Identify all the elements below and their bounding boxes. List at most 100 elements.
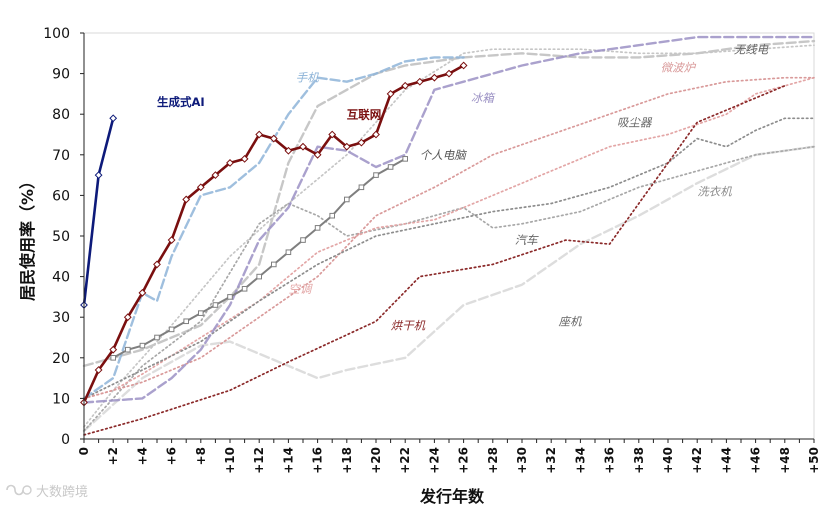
y-tick-label: 60 [52, 188, 70, 204]
series-label-2: 个人电脑 [420, 148, 467, 162]
series-line-7 [83, 76, 815, 400]
watermark-text: 大数跨境 [36, 485, 88, 500]
data-point [123, 313, 132, 322]
data-point [168, 326, 175, 333]
data-point [138, 288, 147, 297]
data-point [183, 318, 189, 325]
x-tick-label: +26 [457, 447, 471, 474]
y-tick-label: 80 [52, 107, 70, 123]
x-tick-label: +44 [719, 447, 733, 474]
x-tick-label: +48 [778, 447, 792, 474]
plot-border [83, 32, 815, 440]
x-tick-label: +10 [223, 447, 237, 474]
y-tick-label: 90 [52, 67, 70, 83]
data-point [459, 61, 468, 70]
y-tick-label: 0 [61, 432, 70, 448]
x-tick-label: 0 [77, 447, 91, 455]
series-line-12 [82, 145, 816, 433]
series-line-0 [82, 117, 115, 307]
series-label-3: 手机 [296, 71, 319, 85]
series-label-10: 汽车 [515, 233, 539, 247]
data-point [240, 154, 249, 163]
data-point [271, 261, 277, 268]
series-label-0: 生成式AI [157, 95, 205, 109]
data-point [342, 142, 351, 151]
series-line-6 [83, 44, 815, 428]
data-point [94, 366, 103, 374]
series-label-1: 互联网 [347, 107, 382, 121]
watermark: 大数跨境 [6, 484, 88, 500]
x-tick-label: +30 [515, 447, 529, 474]
series-line-10 [83, 145, 815, 432]
data-point [256, 273, 262, 280]
data-point [196, 183, 205, 192]
data-point [373, 172, 379, 178]
series-label-6: 无线电 [734, 42, 769, 56]
y-tick-label: 50 [52, 229, 70, 245]
data-point [357, 138, 366, 147]
y-tick-label: 70 [52, 148, 70, 164]
data-point [269, 134, 278, 143]
series-line-3 [82, 56, 465, 400]
data-point [445, 69, 453, 78]
data-point [358, 184, 365, 191]
plot-frame [83, 32, 815, 440]
series-line-4 [82, 35, 816, 404]
data-point [153, 260, 161, 269]
data-point [387, 164, 394, 170]
x-tick-label: +50 [807, 447, 821, 474]
data-point [313, 150, 322, 159]
x-tick-label: +34 [573, 447, 587, 474]
data-point [212, 302, 219, 308]
x-tick-label: +22 [398, 447, 412, 474]
data-point [300, 237, 306, 243]
data-point [386, 89, 395, 98]
x-tick-label: +18 [340, 447, 354, 474]
data-point [167, 236, 176, 244]
x-tick-label: +12 [252, 447, 266, 474]
y-tick-label: 40 [52, 270, 70, 286]
data-point [125, 346, 131, 353]
series-label-8: 空调 [288, 282, 312, 296]
data-point [255, 130, 264, 139]
data-point [154, 334, 160, 341]
y-tick-label: 10 [52, 391, 70, 407]
series-line-1 [82, 64, 465, 404]
data-point [227, 294, 233, 300]
data-point [285, 249, 292, 256]
data-point [402, 156, 408, 162]
y-axis-title: 居民使用率（%） [18, 173, 37, 301]
data-point [329, 212, 335, 219]
series-label-12: 座机 [559, 314, 582, 328]
data-point [299, 142, 307, 151]
x-tick-label: +32 [544, 447, 558, 474]
watermark-logo-icon [6, 484, 32, 496]
series-label-9: 洗衣机 [697, 184, 732, 198]
data-point [110, 355, 117, 361]
data-point [226, 159, 234, 167]
series-label-7: 微波炉 [661, 61, 697, 75]
data-point [109, 114, 118, 123]
x-tick-label: +20 [369, 447, 383, 474]
data-point [241, 285, 248, 292]
x-tick-label: +40 [661, 447, 675, 474]
data-point [372, 130, 380, 139]
x-tick-label: +14 [281, 447, 295, 474]
data-point [328, 130, 337, 139]
series-line-11 [83, 84, 786, 436]
data-point [430, 73, 439, 82]
series-label-5: 吸尘器 [617, 115, 653, 129]
x-tick-label: +16 [311, 447, 325, 474]
x-tick-label: +38 [632, 447, 646, 474]
y-tick-label: 30 [52, 310, 70, 326]
data-point [401, 81, 410, 90]
x-tick-label: +42 [690, 447, 704, 474]
y-tick-label: 20 [52, 351, 70, 367]
series-layer [80, 35, 816, 436]
data-point [415, 77, 424, 86]
data-point [94, 171, 103, 180]
x-tick-label: +36 [603, 447, 617, 474]
x-tick-label: +24 [427, 447, 441, 474]
